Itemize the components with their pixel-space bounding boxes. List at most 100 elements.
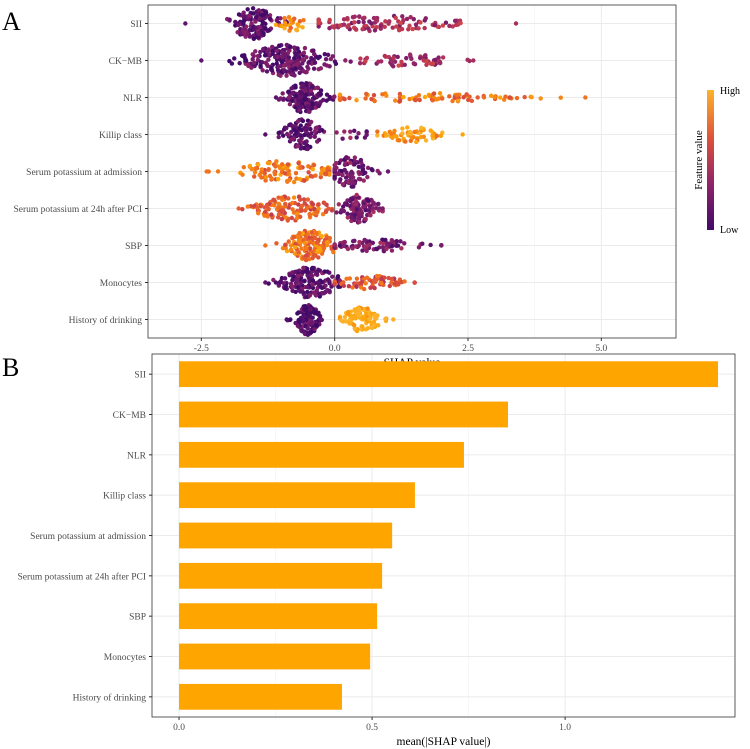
shap-point (440, 55, 446, 60)
shap-point (265, 63, 270, 69)
shap-point (336, 202, 342, 207)
shap-point (386, 275, 391, 281)
shap-point (289, 123, 295, 129)
shap-point (558, 95, 563, 100)
shap-point (275, 54, 280, 60)
color-legend: High Low Feature value (693, 86, 740, 236)
shap-point (361, 19, 366, 25)
shap-point (266, 281, 271, 286)
shap-point (285, 218, 290, 223)
shap-point (251, 36, 256, 42)
shap-point (309, 230, 315, 235)
shap-point (295, 54, 300, 59)
shap-point (497, 95, 503, 100)
shap-point (264, 203, 270, 209)
shap-point (287, 273, 292, 278)
shap-point (296, 235, 301, 241)
shap-point (302, 278, 307, 284)
shap-point (276, 130, 281, 136)
shap-point (302, 201, 307, 206)
shap-point (288, 59, 293, 64)
shap-point (301, 265, 306, 271)
shap-point (251, 60, 257, 66)
bar (179, 683, 342, 710)
shap-point (305, 64, 310, 70)
bar (179, 562, 383, 589)
shap-point (263, 175, 268, 180)
bar (179, 482, 415, 509)
shap-point (290, 207, 295, 212)
shap-point (354, 202, 359, 207)
shap-point (250, 6, 256, 11)
shap-point (312, 206, 317, 212)
shap-point (266, 207, 271, 212)
shap-point (336, 284, 341, 289)
shap-point (297, 230, 302, 236)
shap-point (370, 206, 375, 211)
shap-point (327, 288, 332, 294)
shap-point (316, 17, 321, 23)
shap-point (407, 131, 412, 136)
shap-point (276, 201, 282, 207)
shap-point (465, 57, 470, 63)
shap-point (232, 56, 237, 61)
shap-point (285, 61, 290, 67)
shap-point (404, 16, 410, 22)
shap-point (357, 61, 363, 66)
shap-point (287, 101, 293, 107)
shap-point (420, 241, 425, 246)
shap-point (241, 165, 247, 170)
shap-point (343, 155, 349, 160)
shap-point (297, 65, 303, 71)
shap-point (284, 166, 289, 171)
shap-point (391, 64, 396, 69)
shap-point (350, 246, 355, 251)
shap-point (345, 15, 350, 21)
shap-point (452, 18, 458, 24)
shap-point (315, 248, 320, 253)
shap-point (255, 162, 261, 167)
shap-point (428, 242, 433, 248)
bar (179, 643, 371, 670)
shap-point (276, 212, 282, 217)
shap-point (242, 53, 247, 58)
shap-point (245, 7, 250, 12)
shap-point (289, 129, 294, 135)
shap-point (263, 132, 268, 137)
shap-point (306, 164, 311, 169)
shap-point (338, 158, 344, 163)
shap-point (304, 92, 309, 97)
shap-point (423, 138, 429, 143)
shap-point (262, 53, 268, 58)
shap-point (298, 94, 304, 99)
shap-point (285, 162, 291, 167)
shap-point (361, 201, 366, 206)
shap-point (356, 131, 361, 136)
shap-point (279, 54, 285, 59)
shap-point (409, 56, 414, 62)
shap-point (340, 172, 345, 178)
shap-point (440, 23, 446, 28)
shap-point (365, 165, 371, 171)
shap-point (411, 61, 416, 66)
bar-panel: SII CK−MB NLR Killip class Serum potassium a… (18, 353, 736, 748)
shap-point (394, 24, 399, 29)
shap-point (327, 17, 332, 23)
shap-point (295, 273, 301, 279)
shap-point (308, 307, 313, 312)
shap-point (297, 104, 302, 109)
x-tick-label: 0.0 (329, 344, 341, 354)
shap-point (262, 171, 268, 176)
shap-point (395, 243, 401, 248)
shap-point (247, 13, 252, 19)
shap-point (313, 235, 318, 241)
shap-point (443, 20, 449, 25)
shap-point (357, 207, 362, 212)
shap-point (384, 246, 389, 252)
shap-point (363, 58, 368, 64)
shap-point (364, 55, 370, 61)
shap-point (290, 288, 295, 294)
shap-point (347, 276, 353, 281)
shap-point (313, 244, 319, 249)
shap-point (341, 283, 347, 289)
